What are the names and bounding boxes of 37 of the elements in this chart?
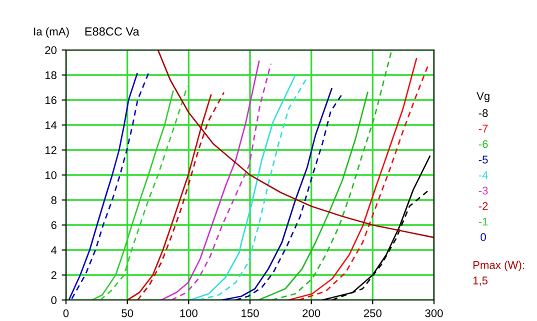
y-tick-label: 18: [45, 71, 56, 80]
text: 1,5: [473, 276, 488, 286]
x-tick-label: 250: [364, 309, 382, 318]
x-tick-label: 200: [302, 309, 320, 318]
x-tick-label: 50: [122, 309, 134, 318]
x-tick-label: 0: [63, 309, 69, 318]
text: -3: [478, 186, 488, 195]
y-axis-title: Ia (mA): [34, 27, 69, 38]
text: Pmax (W):: [473, 260, 524, 272]
text: -7: [478, 124, 488, 132]
text: -5: [478, 156, 488, 164]
line-series: [157, 50, 434, 238]
text: -6: [478, 140, 488, 148]
y-tick-label: 0: [51, 296, 57, 304]
text: -1: [478, 218, 488, 226]
line-series: [170, 63, 272, 300]
x-tick-label: 300: [425, 309, 443, 318]
y-tick-label: 6: [51, 221, 56, 230]
line-series: [258, 92, 368, 300]
text: -2: [478, 202, 488, 210]
y-tick-label: 8: [51, 196, 56, 204]
y-tick-label: 12: [45, 146, 56, 154]
y-tick-label: 20: [45, 46, 57, 54]
y-tick-label: 14: [45, 121, 57, 130]
y-tick-label: 2: [51, 271, 56, 280]
chart-title: E88CC Va: [85, 27, 140, 36]
x-tick-label: 100: [180, 309, 198, 318]
legend-title: Vg: [476, 92, 490, 102]
y-tick-label: 4: [51, 246, 57, 254]
y-tick-label: 10: [45, 171, 57, 180]
x-tick-label: 150: [242, 309, 259, 318]
text: 0: [480, 233, 486, 242]
text: -4: [478, 171, 488, 179]
text: -8: [478, 109, 488, 118]
line-series: [160, 60, 260, 300]
line-series: [271, 52, 392, 300]
y-tick-label: 16: [45, 96, 56, 104]
